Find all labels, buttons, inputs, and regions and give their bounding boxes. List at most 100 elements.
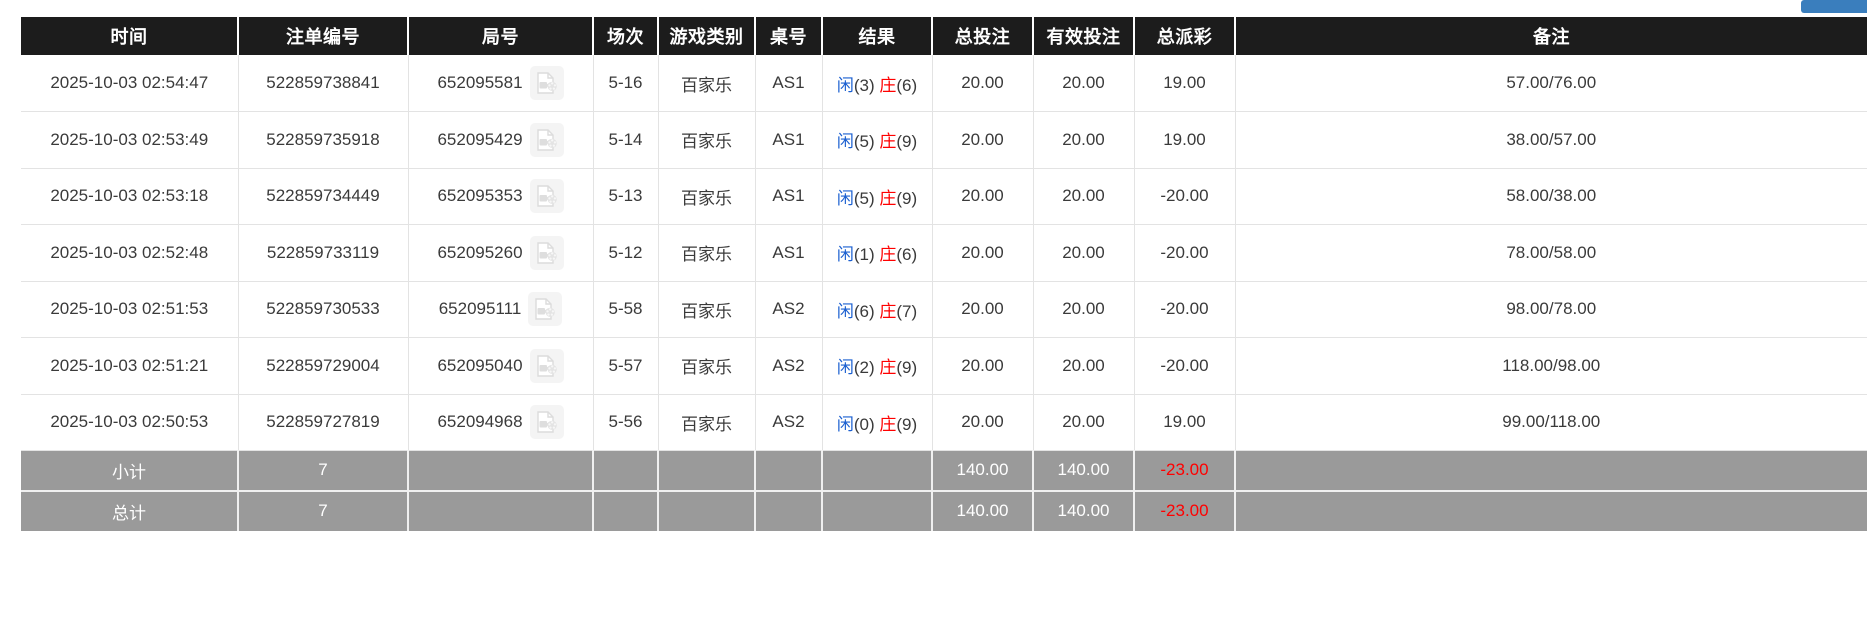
cell-time: 2025-10-03 02:53:18	[21, 168, 239, 225]
cell-total-bet: 20.00	[932, 394, 1034, 451]
cell-remark: 98.00/78.00	[1235, 281, 1867, 338]
table-row: 2025-10-03 02:54:47 522859738841 652095581…	[21, 55, 1867, 112]
column-header-time[interactable]: 时间	[21, 17, 239, 55]
round-no-label: 652095260	[437, 242, 523, 262]
summary-table-no	[755, 490, 823, 531]
column-header-result[interactable]: 结果	[822, 17, 933, 55]
summary-table-no	[755, 450, 823, 492]
cell-total-payout: 19.00	[1134, 394, 1236, 451]
video-file-icon[interactable]	[529, 348, 564, 383]
cell-table-no: AS1	[755, 55, 823, 112]
cell-table-no: AS1	[755, 111, 823, 169]
result-player-value: (1)	[853, 245, 875, 265]
cell-time: 2025-10-03 02:50:53	[21, 394, 239, 451]
round-no-label: 652095581	[437, 73, 523, 92]
cell-total-bet: 20.00	[932, 55, 1034, 112]
result-player-value: (3)	[853, 75, 875, 95]
result-banker-value: (7)	[896, 301, 918, 321]
cell-bet-id: 522859734449	[238, 168, 409, 225]
cell-session: 5-13	[593, 168, 659, 225]
column-header-round_no[interactable]: 局号	[408, 17, 594, 55]
cell-round-no: 652095353	[408, 168, 594, 225]
cell-round-no: 652095111	[408, 281, 594, 338]
cell-result: 闲(5) 庄(9)	[822, 168, 933, 225]
column-header-bet_id[interactable]: 注单编号	[238, 17, 409, 55]
cell-remark: 78.00/58.00	[1235, 224, 1867, 282]
video-file-icon[interactable]	[529, 235, 564, 270]
cell-total-payout: 19.00	[1134, 111, 1236, 169]
summary-count: 7	[238, 490, 409, 531]
table-row: 2025-10-03 02:50:53 522859727819 652094968…	[21, 394, 1867, 451]
cell-round-no: 652095429	[408, 111, 594, 169]
summary-round-no	[408, 490, 594, 531]
result-banker-value: (9)	[896, 358, 918, 378]
cell-time: 2025-10-03 02:54:47	[21, 55, 239, 112]
summary-total-bet: 140.00	[932, 490, 1034, 531]
result-banker-label: 庄	[879, 301, 897, 321]
result-banker-label: 庄	[879, 75, 897, 95]
cell-valid-bet: 20.00	[1033, 337, 1135, 395]
column-header-remark[interactable]: 备注	[1235, 17, 1867, 55]
result-player-value: (5)	[853, 188, 875, 208]
column-header-session[interactable]: 场次	[593, 17, 659, 55]
cell-total-payout: -20.00	[1134, 281, 1236, 338]
cell-bet-id: 522859727819	[238, 394, 409, 451]
cell-round-no: 652095581	[408, 55, 594, 112]
cell-bet-id: 522859735918	[238, 111, 409, 169]
video-file-icon[interactable]	[529, 122, 564, 157]
result-player-label: 闲	[836, 358, 854, 378]
video-file-icon[interactable]	[529, 405, 564, 440]
summary-total-payout: -23.00	[1134, 450, 1236, 492]
column-header-total_payout[interactable]: 总派彩	[1134, 17, 1236, 55]
result-player-label: 闲	[836, 132, 854, 152]
result-player-label: 闲	[836, 75, 854, 95]
video-file-icon[interactable]	[529, 66, 564, 100]
summary-round-no	[408, 450, 594, 492]
result-banker-value: (9)	[896, 414, 918, 434]
cell-total-payout: -20.00	[1134, 168, 1236, 225]
cell-result: 闲(0) 庄(9)	[822, 394, 933, 451]
cell-remark: 38.00/57.00	[1235, 111, 1867, 169]
cell-bet-id: 522859729004	[238, 337, 409, 395]
result-banker-value: (9)	[896, 188, 918, 208]
cell-game-type: 百家乐	[658, 337, 756, 395]
cell-time: 2025-10-03 02:52:48	[21, 224, 239, 282]
cell-session: 5-14	[593, 111, 659, 169]
cell-result: 闲(1) 庄(6)	[822, 224, 933, 282]
cell-valid-bet: 20.00	[1033, 111, 1135, 169]
cell-session: 5-56	[593, 394, 659, 451]
blue-action-button[interactable]	[1801, 0, 1867, 13]
result-banker-value: (9)	[896, 132, 918, 152]
cell-game-type: 百家乐	[658, 224, 756, 282]
cell-remark: 118.00/98.00	[1235, 337, 1867, 395]
summary-game-type	[658, 490, 756, 531]
result-player-label: 闲	[836, 414, 854, 434]
cell-total-bet: 20.00	[932, 224, 1034, 282]
cell-total-bet: 20.00	[932, 337, 1034, 395]
column-header-total_bet[interactable]: 总投注	[932, 17, 1034, 55]
cell-total-payout: -20.00	[1134, 224, 1236, 282]
cell-table-no: AS2	[755, 337, 823, 395]
cell-bet-id: 522859733119	[238, 224, 409, 282]
bet-history-table-container: 时间 注单编号 局号 场次 游戏类别 桌号 结果 总投注 有效投注 总派彩 备注 2025-10-0…	[21, 17, 1867, 531]
cell-game-type: 百家乐	[658, 111, 756, 169]
cell-valid-bet: 20.00	[1033, 224, 1135, 282]
cell-round-no: 652095260	[408, 224, 594, 282]
summary-valid-bet: 140.00	[1033, 490, 1135, 531]
table-body: 2025-10-03 02:54:47 522859738841 652095581…	[21, 55, 1867, 531]
video-file-icon[interactable]	[528, 292, 563, 327]
cell-valid-bet: 20.00	[1033, 281, 1135, 338]
round-no-label: 652095353	[437, 186, 523, 206]
video-file-icon[interactable]	[529, 179, 564, 214]
cell-table-no: AS1	[755, 224, 823, 282]
cell-time: 2025-10-03 02:53:49	[21, 111, 239, 169]
column-header-table_no[interactable]: 桌号	[755, 17, 823, 55]
column-header-game_type[interactable]: 游戏类别	[658, 17, 756, 55]
cell-bet-id: 522859730533	[238, 281, 409, 338]
result-player-value: (5)	[853, 132, 875, 152]
cell-game-type: 百家乐	[658, 55, 756, 112]
cell-session: 5-57	[593, 337, 659, 395]
column-header-valid_bet[interactable]: 有效投注	[1033, 17, 1135, 55]
result-banker-value: (6)	[896, 75, 918, 95]
